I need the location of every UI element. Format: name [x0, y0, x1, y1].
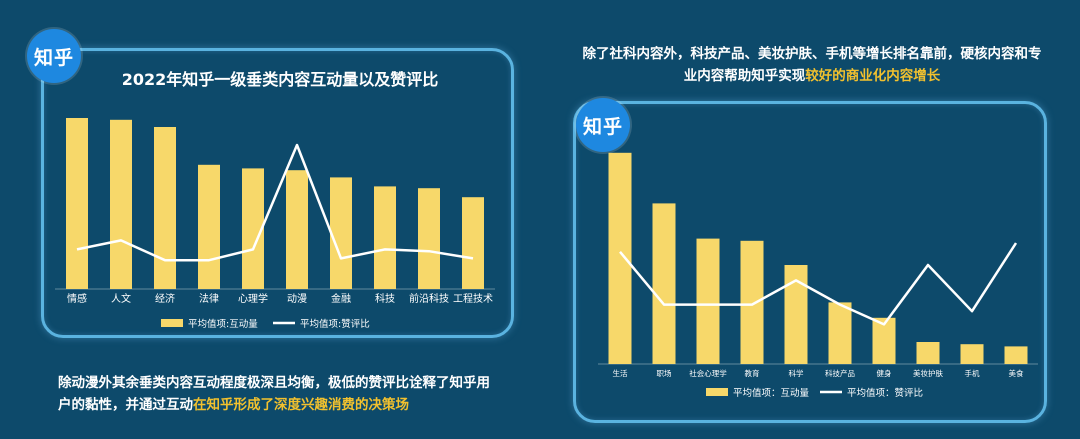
right-chart-line — [619, 242, 1018, 326]
left-chart-line — [76, 143, 474, 262]
right-chart-panel — [573, 101, 1047, 423]
zhihu-logo-right: 知乎 — [576, 98, 630, 152]
right-chart-category-label-6: 健身 — [877, 368, 892, 378]
right-chart-bar-5 — [828, 302, 852, 364]
left-chart-title: 2022年知乎一级垂类内容互动量以及赞评比 — [121, 70, 439, 89]
left-chart-bar-5 — [286, 170, 308, 289]
right-chart-category-label-0: 生活 — [613, 368, 628, 378]
left-chart-category-label-2: 经济 — [155, 292, 175, 305]
left-chart-legend-bar-swatch — [161, 319, 183, 327]
left-logo-text: 知乎 — [33, 46, 74, 69]
left-chart-category-label-6: 金融 — [331, 292, 351, 305]
left-chart-category-label-7: 科技 — [375, 292, 395, 305]
right-chart-category-label-7: 美妆护肤 — [913, 368, 943, 378]
right-chart-bar-4 — [784, 265, 808, 364]
left-chart-category-label-8: 前沿科技 — [409, 292, 449, 305]
left-paragraph-highlight: 在知乎形成了深度兴趣消费的决策场 — [193, 397, 409, 413]
right-chart-bar-6 — [872, 317, 896, 364]
left-chart-category-label-5: 动漫 — [287, 293, 307, 305]
right-chart-category-label-8: 手机 — [965, 368, 980, 378]
left-chart-bar-0 — [66, 118, 88, 289]
left-chart-category-label-3: 法律 — [199, 292, 219, 305]
right-chart-category-label-9: 美食 — [1009, 368, 1024, 378]
right-chart-bar-7 — [916, 342, 940, 364]
right-chart-category-label-4: 科学 — [789, 368, 804, 378]
right-chart-legend-line-label: 平均值项：赞评比 — [847, 387, 923, 399]
right-paragraph-highlight: 较好的商业化内容增长 — [805, 68, 941, 84]
right-paragraph: 除了社科内容外，科技产品、美妆护肤、手机等增长排名靠前，硬核内容和专业内容帮助知… — [582, 43, 1042, 87]
left-chart-bar-8 — [418, 188, 440, 289]
left-chart-panel — [41, 48, 514, 338]
right-chart-bar-8 — [960, 344, 984, 364]
left-paragraph: 除动漫外其余垂类内容互动程度极深且均衡，极低的赞评比诠释了知乎用户的黏性，并通过… — [58, 372, 498, 416]
left-chart-bar-2 — [154, 127, 176, 289]
right-chart-bar-2 — [696, 238, 720, 364]
right-chart-category-label-2: 社会心理学 — [689, 368, 727, 378]
right-chart-category-label-5: 科技产品 — [825, 368, 855, 378]
left-chart-category-label-9: 工程技术 — [453, 292, 493, 305]
right-chart-legend-bar-swatch — [706, 388, 728, 396]
zhihu-logo-left: 知乎 — [27, 29, 81, 83]
left-chart-category-label-1: 人文 — [111, 292, 131, 305]
right-logo-text: 知乎 — [582, 115, 623, 138]
left-chart-category-label-4: 心理学 — [238, 292, 268, 305]
left-chart-category-label-0: 情感 — [67, 292, 87, 305]
right-chart-bar-1 — [652, 203, 676, 364]
right-chart-bar-0 — [608, 152, 632, 364]
right-chart-category-label-1: 职场 — [657, 369, 672, 378]
right-chart-category-label-3: 教育 — [745, 368, 760, 378]
left-chart-legend-line-label: 平均值项:赞评比 — [300, 318, 370, 330]
left-chart-bar-4 — [242, 168, 264, 289]
right-chart-bar-9 — [1004, 346, 1028, 364]
left-chart-bar-7 — [374, 186, 396, 289]
left-chart-bar-6 — [330, 177, 352, 289]
right-chart-legend-bar-label: 平均值项：互动量 — [733, 387, 810, 399]
right-chart-bar-3 — [740, 240, 764, 364]
left-paragraph-plain: 除动漫外其余垂类内容互动程度极深且均衡，极低的赞评比诠释了知乎用户的黏性，并通过… — [58, 375, 490, 413]
right-paragraph-plain: 除了社科内容外，科技产品、美妆护肤、手机等增长排名靠前，硬核内容和专业内容帮助知… — [582, 46, 1042, 84]
left-chart-bar-3 — [198, 164, 220, 289]
left-chart-bar-1 — [110, 119, 132, 289]
left-chart-legend-bar-label: 平均值项:互动量 — [188, 318, 258, 330]
left-chart-bar-9 — [462, 197, 484, 289]
